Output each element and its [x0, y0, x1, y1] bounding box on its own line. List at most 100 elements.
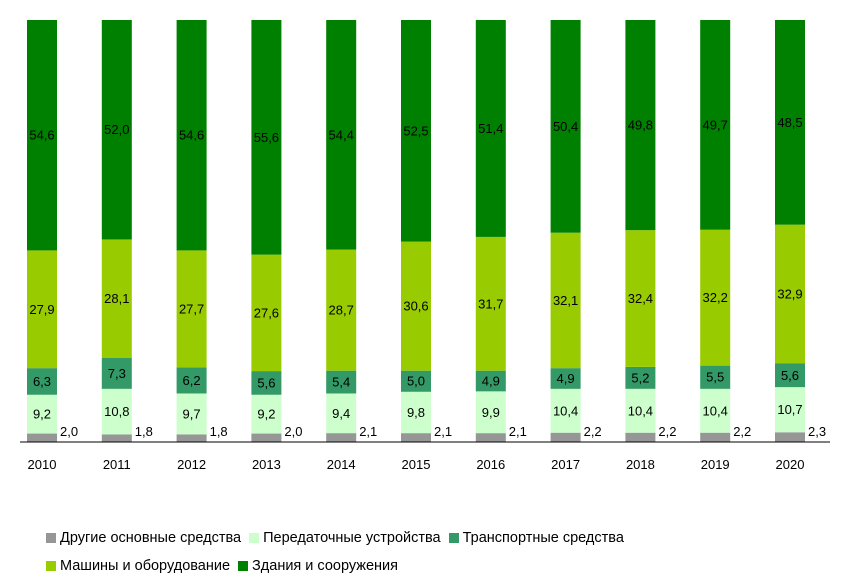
legend-swatch-3: [46, 561, 56, 571]
bar-segment-2015-s4: [401, 20, 431, 242]
data-label-2014-s4: 54,4: [329, 127, 354, 142]
data-label-2019-s0: 2,2: [733, 424, 751, 439]
data-label-2010-s3: 27,9: [29, 302, 54, 317]
bar-segment-2016-s0: [475, 433, 506, 442]
bar-segment-2012-s2: [176, 367, 207, 394]
bar-segment-2011-s4: [101, 20, 132, 240]
x-tick-label-2019: 2019: [701, 457, 730, 472]
data-label-2015-s4: 52,5: [403, 123, 428, 138]
data-label-2019-s2: 5,5: [706, 370, 724, 385]
data-label-2013-s2: 5,6: [257, 375, 275, 390]
x-tick-label-2017: 2017: [551, 457, 580, 472]
bar-segment-2012-s3: [176, 250, 207, 368]
data-label-2014-s3: 28,7: [329, 303, 354, 318]
bar-segment-2013-s2: [251, 371, 282, 395]
legend-row-1: Другие основные средства Передаточные уст…: [46, 524, 836, 552]
bar-segment-2017-s3: [550, 232, 581, 369]
bar-segment-2013-s0: [251, 433, 282, 442]
bar-segment-2011-s0: [101, 434, 132, 442]
bar-segment-2011-s1: [101, 388, 132, 435]
data-label-2011-s3: 28,1: [104, 291, 129, 306]
bar-segment-2019-s0: [700, 432, 731, 442]
bar-segment-2020-s1: [775, 387, 805, 433]
bar-segment-2010-s1: [27, 394, 57, 434]
legend-label-0: Другие основные средства: [60, 530, 242, 546]
data-label-2020-s0: 2,3: [808, 424, 826, 439]
bar-segment-2012-s1: [176, 393, 207, 435]
legend-swatch-4: [238, 561, 249, 571]
data-label-2015-s0: 2,1: [434, 424, 452, 439]
bar-segment-2015-s3: [401, 241, 431, 371]
data-label-2020-s1: 10,7: [777, 402, 802, 417]
data-label-2017-s4: 50,4: [553, 119, 578, 134]
bar-segment-2019-s3: [700, 229, 731, 366]
bar-segment-2018-s1: [625, 388, 656, 433]
x-ticks-group: 2010 2011 2012 2013 2014 2015 2016 2017 2018 2019…: [28, 457, 805, 472]
x-tick-label-2020: 2020: [776, 457, 805, 472]
x-tick-label-2016: 2016: [476, 457, 505, 472]
data-label-2019-s1: 10,4: [703, 403, 728, 418]
stacked-bar-chart: 2,0 9,2 6,3 27,9 54,6 1,8 10,8 7,3 28,1 52,0 1,8 9,…: [20, 20, 830, 472]
data-label-2012-s2: 6,2: [183, 373, 201, 388]
bar-segment-2018-s4: [625, 20, 656, 231]
data-label-2010-s0: 2,0: [60, 424, 78, 439]
bar-segment-2016-s3: [475, 236, 506, 371]
legend-swatch-1: [249, 533, 260, 543]
legend-swatch-0: [46, 533, 56, 543]
bar-segment-2014-s1: [326, 393, 357, 434]
data-label-2018-s1: 10,4: [628, 403, 653, 418]
bar-segment-2015-s2: [401, 370, 431, 392]
x-tick-label-2015: 2015: [402, 457, 431, 472]
data-label-2020-s3: 32,9: [777, 287, 802, 302]
data-label-2012-s1: 9,7: [183, 406, 201, 421]
data-label-2012-s3: 27,7: [179, 301, 204, 316]
data-label-2014-s0: 2,1: [359, 424, 377, 439]
legend-item-2: Транспортные средства: [448, 530, 624, 546]
bar-segment-2010-s2: [27, 368, 57, 395]
data-label-2019-s4: 49,7: [703, 117, 728, 132]
data-label-2017-s1: 10,4: [553, 403, 578, 418]
bar-segment-2019-s1: [700, 388, 731, 433]
data-label-2018-s4: 49,8: [628, 118, 653, 133]
legend-label-3: Машины и оборудование: [60, 558, 231, 574]
bar-segment-2017-s0: [550, 432, 581, 442]
x-tick-label-2012: 2012: [177, 457, 206, 472]
bar-segment-2014-s2: [326, 370, 357, 394]
x-tick-label-2010: 2010: [28, 457, 57, 472]
bar-segment-2017-s4: [550, 20, 581, 233]
legend-item-1: Передаточные устройства: [249, 530, 441, 546]
legend-label-1: Передаточные устройства: [263, 530, 441, 546]
data-label-2018-s3: 32,4: [628, 291, 653, 306]
data-label-2010-s2: 6,3: [33, 374, 51, 389]
bar-segment-2013-s3: [251, 254, 282, 372]
x-tick-label-2011: 2011: [103, 457, 131, 472]
data-label-2017-s3: 32,1: [553, 293, 578, 308]
bar-segment-2020-s4: [775, 20, 805, 225]
data-label-2013-s4: 55,6: [254, 130, 279, 145]
data-label-2011-s2: 7,3: [108, 366, 126, 381]
bars-group: 2,0 9,2 6,3 27,9 54,6 1,8 10,8 7,3 28,1 52,0 1,8 9,…: [27, 20, 826, 442]
bar-segment-2011-s3: [101, 239, 132, 359]
bar-segment-2015-s1: [401, 391, 431, 434]
data-label-2012-s0: 1,8: [210, 424, 228, 439]
legend-label-2: Транспортные средства: [462, 530, 624, 546]
data-label-2020-s4: 48,5: [777, 115, 802, 130]
bar-segment-2014-s0: [326, 433, 357, 442]
bar-segment-2010-s4: [27, 20, 57, 251]
x-tick-label-2013: 2013: [252, 457, 281, 472]
bar-segment-2011-s2: [101, 358, 132, 389]
data-label-2016-s2: 4,9: [482, 374, 500, 389]
data-label-2011-s4: 52,0: [104, 122, 129, 137]
legend: Другие основные средства Передаточные уст…: [46, 524, 836, 580]
bar-segment-2018-s3: [625, 230, 656, 367]
bar-segment-2019-s4: [700, 20, 731, 230]
bar-segment-2014-s3: [326, 249, 357, 371]
data-label-2011-s1: 10,8: [104, 404, 129, 419]
legend-item-0: Другие основные средства: [46, 530, 241, 546]
data-label-2018-s0: 2,2: [658, 424, 676, 439]
legend-row-2: Машины и оборудование Здания и сооружения: [46, 552, 836, 580]
legend-label-4: Здания и сооружения: [252, 558, 399, 574]
bar-segment-2010-s0: [27, 433, 57, 442]
bar-segment-2016-s2: [475, 370, 506, 392]
bar-segment-2012-s0: [176, 434, 207, 442]
